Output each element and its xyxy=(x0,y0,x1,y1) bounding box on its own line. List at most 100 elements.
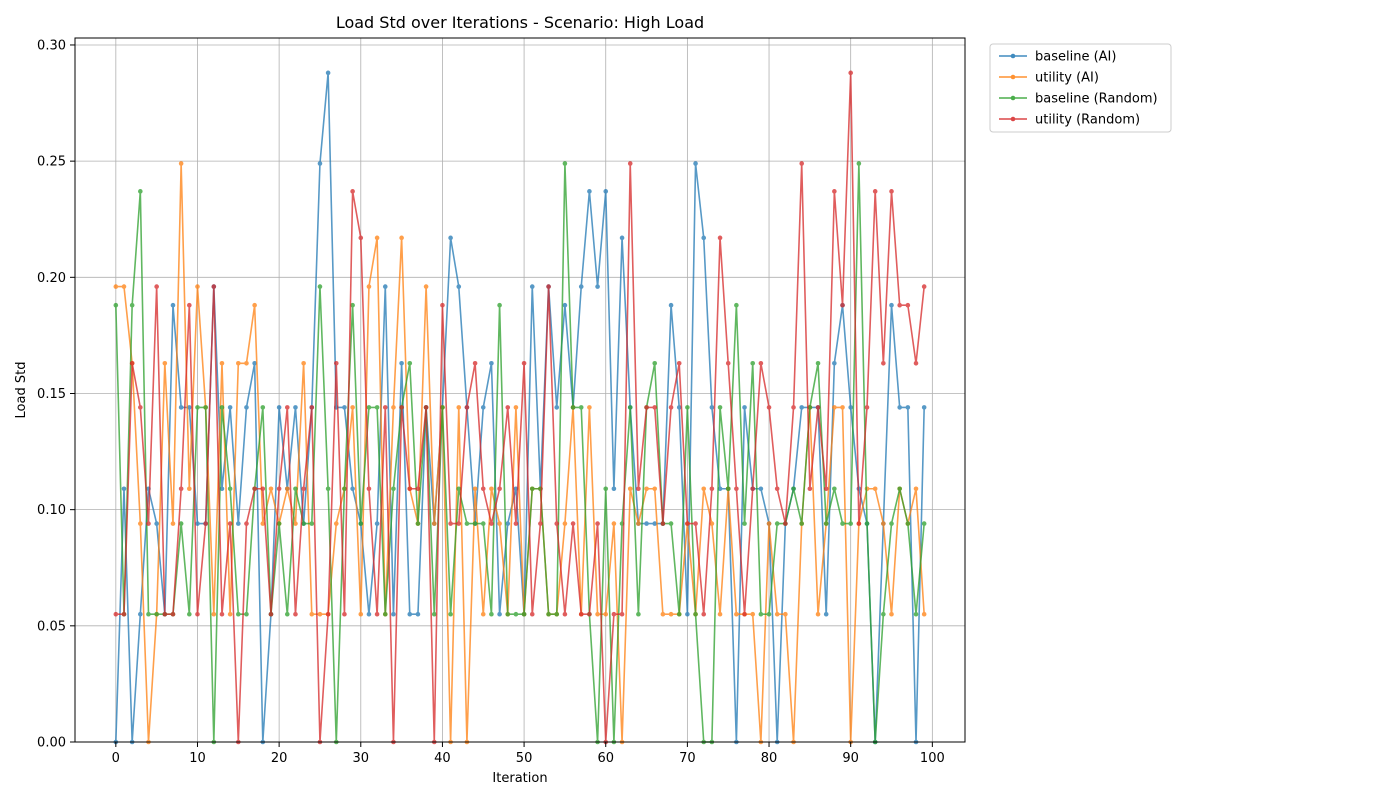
data-point xyxy=(872,189,878,194)
data-point xyxy=(497,486,502,492)
data-point xyxy=(832,486,837,492)
data-point xyxy=(391,405,396,410)
data-point xyxy=(750,486,756,492)
data-point xyxy=(562,161,568,166)
data-point xyxy=(350,302,355,308)
data-point xyxy=(611,521,617,526)
x-tick-label: 70 xyxy=(679,751,696,766)
data-point xyxy=(382,405,388,410)
data-point xyxy=(154,284,159,289)
data-point xyxy=(415,611,421,617)
data-point xyxy=(889,521,894,526)
data-point xyxy=(554,405,560,410)
data-point xyxy=(325,70,331,76)
data-point xyxy=(546,611,551,617)
data-point xyxy=(350,189,355,194)
data-point xyxy=(766,521,772,526)
data-point xyxy=(211,284,217,289)
data-point xyxy=(423,405,429,410)
data-point xyxy=(195,611,200,617)
data-point xyxy=(415,521,421,526)
x-tick-label: 30 xyxy=(353,751,370,766)
data-point xyxy=(456,521,462,526)
data-point xyxy=(154,521,159,526)
data-point xyxy=(872,486,878,492)
data-point xyxy=(840,521,845,526)
data-point xyxy=(358,521,364,526)
data-point xyxy=(636,611,641,617)
data-point xyxy=(766,611,772,617)
data-point xyxy=(644,486,649,492)
data-point xyxy=(407,611,413,617)
data-point xyxy=(774,521,780,526)
series-group xyxy=(113,70,927,745)
data-point xyxy=(113,284,119,289)
data-point xyxy=(709,486,715,492)
data-point xyxy=(562,611,568,617)
data-point xyxy=(636,486,641,492)
data-point xyxy=(791,405,796,410)
x-tick-label: 80 xyxy=(761,751,778,766)
data-point xyxy=(358,235,364,241)
data-point xyxy=(456,405,462,410)
data-point xyxy=(293,611,298,617)
legend-item xyxy=(999,53,1027,59)
data-point xyxy=(578,284,584,289)
data-point xyxy=(644,405,649,410)
y-tick-label: 0.30 xyxy=(37,38,66,53)
data-point xyxy=(195,405,200,410)
data-point xyxy=(668,611,674,617)
data-point xyxy=(701,611,707,617)
data-point xyxy=(889,611,894,617)
data-point xyxy=(717,235,723,241)
data-point xyxy=(480,405,486,410)
data-point xyxy=(660,521,666,526)
data-point xyxy=(391,486,396,492)
data-point xyxy=(129,360,135,366)
data-point xyxy=(685,611,690,617)
series-4 xyxy=(113,70,927,745)
data-point xyxy=(480,521,486,526)
legend-item xyxy=(999,74,1027,80)
chart-title: Load Std over Iterations - Scenario: Hig… xyxy=(336,13,704,32)
data-point xyxy=(480,486,486,492)
data-point xyxy=(178,161,184,166)
data-point xyxy=(489,611,494,617)
plot-frame xyxy=(74,37,966,743)
x-tick-label: 100 xyxy=(920,751,945,766)
data-point xyxy=(807,405,813,410)
data-point xyxy=(121,486,127,492)
data-point xyxy=(317,161,323,166)
data-point xyxy=(423,284,429,289)
data-point xyxy=(138,405,143,410)
data-point xyxy=(464,405,470,410)
data-point xyxy=(391,611,396,617)
data-point xyxy=(881,611,886,617)
data-point xyxy=(766,405,772,410)
data-point xyxy=(505,405,511,410)
data-point xyxy=(807,486,813,492)
data-point xyxy=(644,521,649,526)
data-point xyxy=(832,189,837,194)
data-point xyxy=(823,486,829,492)
data-point xyxy=(187,302,192,308)
data-point xyxy=(227,611,233,617)
data-point xyxy=(113,611,119,617)
data-point xyxy=(374,611,380,617)
data-point xyxy=(366,486,372,492)
data-point xyxy=(113,302,119,308)
data-point xyxy=(758,360,764,366)
data-point xyxy=(562,521,568,526)
legend: baseline (AI) utility (AI) baseline (Rando… xyxy=(989,43,1172,133)
data-point xyxy=(440,302,445,308)
data-point xyxy=(709,521,715,526)
data-point xyxy=(725,486,731,492)
data-point xyxy=(636,521,641,526)
data-point xyxy=(619,611,625,617)
legend-box xyxy=(989,43,1172,133)
data-point xyxy=(848,70,853,76)
data-point xyxy=(562,302,568,308)
legend-item xyxy=(999,116,1027,122)
data-point xyxy=(774,486,780,492)
data-point xyxy=(587,189,592,194)
